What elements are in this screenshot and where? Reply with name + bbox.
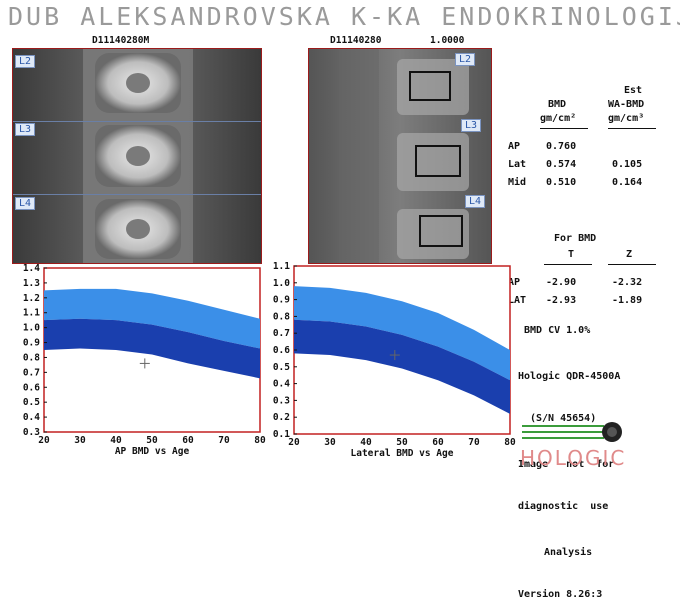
analysis-text: Analysis xyxy=(544,547,593,558)
chart-1-xlabel: Lateral BMD vs Age xyxy=(351,448,454,459)
lateral-bmd-chart: 1.1 1.0 0.9 0.8 0.7 0.6 0.5 0.4 0.3 0.2 0.120 30 40 5… xyxy=(273,261,516,459)
lat-level-l3: L3 xyxy=(461,119,482,132)
hologic-logo-text: HOLOGIC xyxy=(520,446,627,470)
chart-1-ytick: 1.0 xyxy=(273,278,290,289)
chart-1-xtick: 70 xyxy=(468,437,480,448)
chart-0-ytick: 1.2 xyxy=(23,293,40,304)
disclaimer-line2: diagnostic use xyxy=(518,501,609,512)
ap-bmd-chart: 1.4 1.3 1.2 1.1 1.0 0.9 0.8 0.7 0.6 0.5 0.4 0.320 30… xyxy=(23,263,266,457)
row-mid-bmd: 0.510 xyxy=(546,177,577,188)
chart-1-ytick: 0.2 xyxy=(273,412,290,423)
chart-1-ytick: 1.1 xyxy=(273,261,290,272)
chart-1-ytick: 0.3 xyxy=(273,395,290,406)
chart-1-ytick: 0.8 xyxy=(273,311,290,322)
chart-0-ytick: 1.4 xyxy=(23,263,40,274)
lateral-spine-image xyxy=(309,49,491,263)
page-title: DUB ALEKSANDROVSKA K-KA ENDOKRINOLOGIJA xyxy=(8,2,680,31)
chart-0-xtick: 60 xyxy=(182,435,194,446)
cv-text: BMD CV 1.0% xyxy=(524,325,591,336)
lateral-scan-id: D11140280 xyxy=(330,35,382,46)
col-bmd: BMD xyxy=(548,99,567,110)
lat-level-l4: L4 xyxy=(465,195,486,208)
chart-0-xtick: 20 xyxy=(38,435,50,446)
chart-1-ytick: 0.5 xyxy=(273,362,290,373)
serial-text: (S/N 45654) xyxy=(530,413,597,424)
version-text: Version 8.26:3 xyxy=(518,589,603,600)
roi-box-l4 xyxy=(419,215,463,247)
z-label: Z xyxy=(626,249,633,260)
score-ap-label: AP xyxy=(508,277,521,288)
chart-0-ytick: 0.6 xyxy=(23,382,40,393)
chart-0-ytick: 0.5 xyxy=(23,397,40,408)
unit-bmd: gm/cm² xyxy=(540,113,577,124)
chart-1-ytick: 0.9 xyxy=(273,295,290,306)
ap-level-l2: L2 xyxy=(15,55,36,68)
chart-0-ytick: 1.0 xyxy=(23,323,40,334)
chart-1-xtick: 60 xyxy=(432,437,444,448)
row-ap-label: AP xyxy=(508,141,521,152)
score-lat-t: -2.93 xyxy=(546,295,577,306)
lateral-zoom: 1.0000 xyxy=(430,35,465,46)
ap-scan-id: D11140280M xyxy=(92,35,150,46)
chart-0-xtick: 80 xyxy=(254,435,266,446)
chart-1-ytick: 0.6 xyxy=(273,345,290,356)
score-lat-z: -1.89 xyxy=(612,295,643,306)
chart-1-ytick: 0.7 xyxy=(273,328,290,339)
chart-0-xtick: 70 xyxy=(218,435,230,446)
ap-spine-image xyxy=(13,49,261,263)
chart-0-upper-band xyxy=(44,288,260,349)
chart-0-ytick: 1.1 xyxy=(23,308,40,319)
row-ap-bmd: 0.760 xyxy=(546,141,577,152)
chart-1-lower-band xyxy=(294,319,510,414)
chart-0-ytick: 0.3 xyxy=(23,427,40,438)
disclaimer-line1: Image not for xyxy=(518,459,615,470)
chart-0-ytick: 1.3 xyxy=(23,278,40,289)
ap-level-l4: L4 xyxy=(15,197,36,210)
row-mid-label: Mid xyxy=(508,177,527,188)
unit-wa: gm/cm³ xyxy=(608,113,645,124)
roi-box-l3 xyxy=(415,145,461,177)
chart-0-xtick: 50 xyxy=(146,435,158,446)
score-ap-z: -2.32 xyxy=(612,277,643,288)
chart-1-xtick: 50 xyxy=(396,437,408,448)
chart-1-xtick: 20 xyxy=(288,437,300,448)
row-mid-wa: 0.164 xyxy=(612,177,643,188)
col-wa-bmd: WA-BMD xyxy=(608,99,645,110)
lateral-spine-scan: L2 L3 L4 xyxy=(308,48,492,264)
chart-0-ytick: 0.9 xyxy=(23,338,40,349)
score-lat-label: LAT xyxy=(508,295,527,306)
chart-0-ytick: 0.7 xyxy=(23,367,40,378)
chart-0-ytick: 0.4 xyxy=(23,412,40,423)
device-text: Hologic QDR-4500A xyxy=(518,371,621,382)
t-label: T xyxy=(568,249,575,260)
score-ap-t: -2.90 xyxy=(546,277,577,288)
hologic-logo-graphic xyxy=(522,422,622,442)
row-lat-label: Lat xyxy=(508,159,527,170)
chart-1-xtick: 40 xyxy=(360,437,372,448)
chart-1-ytick: 0.4 xyxy=(273,379,290,390)
score-heading: For BMD xyxy=(554,233,597,244)
chart-0-xtick: 30 xyxy=(74,435,86,446)
roi-box-l2 xyxy=(409,71,451,101)
chart-1-ytick: 0.1 xyxy=(273,429,290,440)
row-lat-wa: 0.105 xyxy=(612,159,643,170)
ap-spine-scan: L2 L3 L4 xyxy=(12,48,262,264)
col-est: Est xyxy=(624,85,643,96)
chart-0-xlabel: AP BMD vs Age xyxy=(115,446,190,457)
results-table: Est BMD WA-BMD gm/cm² gm/cm³ AP 0.760 La… xyxy=(508,48,680,219)
score-table: For BMD T Z AP -2.90 -2.32 LAT -2.93 -1.… xyxy=(508,196,680,331)
lat-level-l2: L2 xyxy=(455,53,476,66)
row-lat-bmd: 0.574 xyxy=(546,159,577,170)
chart-1-xtick: 30 xyxy=(324,437,336,448)
chart-0-ytick: 0.8 xyxy=(23,352,40,363)
chart-1-xtick: 80 xyxy=(504,437,516,448)
chart-1-upper-band xyxy=(294,286,510,381)
chart-0-xtick: 40 xyxy=(110,435,122,446)
chart-0-lower-band xyxy=(44,318,260,379)
ap-level-l3: L3 xyxy=(15,123,36,136)
